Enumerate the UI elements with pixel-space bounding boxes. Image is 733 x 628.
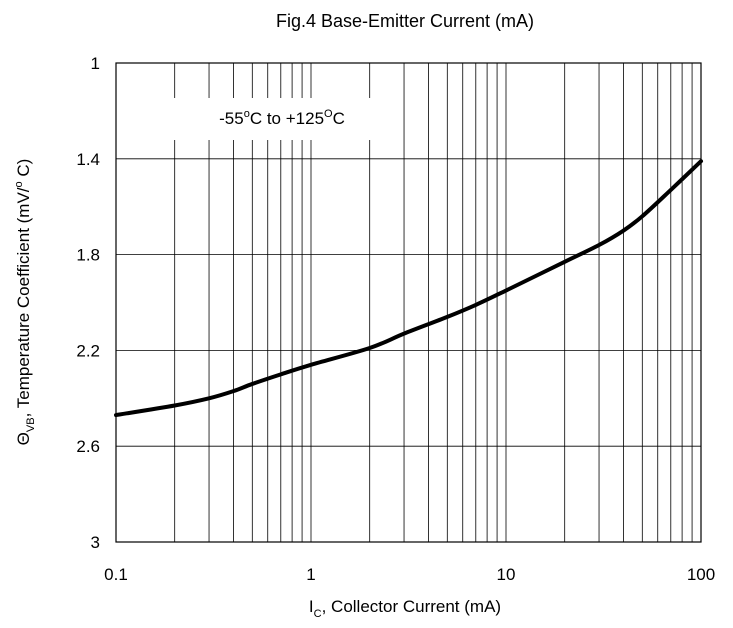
y-axis-label: ΘVB, Temperature Coefficient (mV/o C): [13, 159, 37, 446]
x-tick-label: 1: [306, 565, 315, 584]
x-axis-label: IC, Collector Current (mA): [309, 597, 501, 620]
series-line: [114, 159, 703, 418]
x-tick-label: 10: [497, 565, 516, 584]
y-tick-labels: 1 1.4 1.8 2.2 2.6 3: [76, 54, 100, 552]
grid: [116, 63, 701, 542]
y-tick-label: 3: [91, 533, 100, 552]
y-tick-label: 1: [91, 54, 100, 73]
x-tick-label: 0.1: [104, 565, 128, 584]
y-tick-label: 1.4: [76, 150, 100, 169]
plot-frame: [115, 62, 702, 543]
y-tick-label: 2.2: [76, 341, 100, 360]
y-tick-label: 1.8: [76, 246, 100, 265]
x-tick-label: 100: [687, 565, 715, 584]
y-tick-label: 2.6: [76, 437, 100, 456]
x-tick-labels: 0.1 1 10 100: [104, 565, 715, 584]
chart-title: Fig.4 Base-Emitter Current (mA): [276, 11, 534, 31]
annotation-background: [168, 98, 396, 140]
temperature-range-annotation: -55oC to +125OC: [219, 108, 345, 128]
